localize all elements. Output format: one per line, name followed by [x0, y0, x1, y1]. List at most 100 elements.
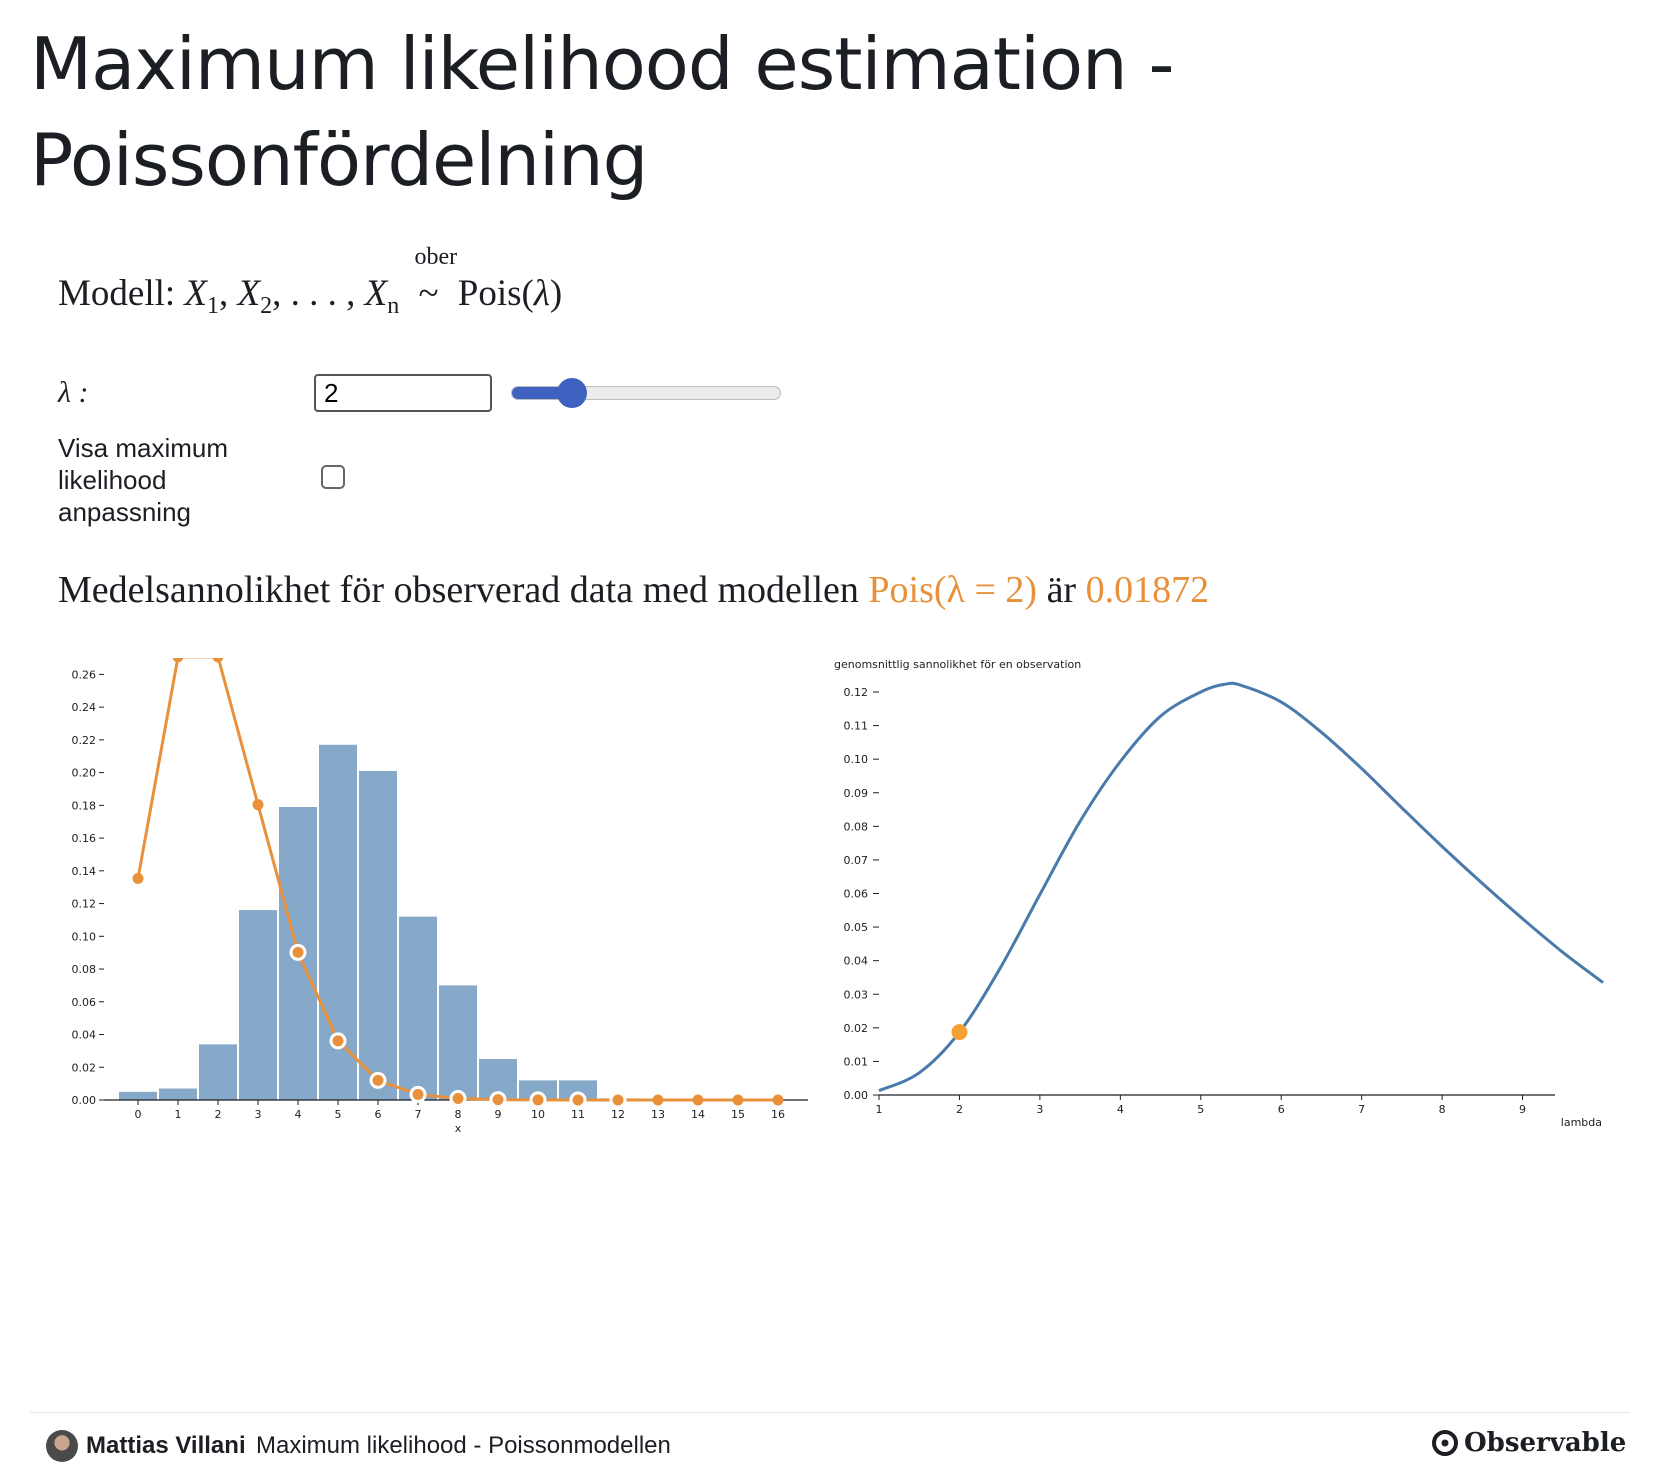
histogram-chart: 0.00 0.02 0.04 0.06 0.08 0.10 0.12 0.14 0.16 0.18…: [72, 658, 808, 1135]
y-tick-label: 0.16: [72, 832, 97, 845]
y-tick-label: 0.20: [72, 767, 97, 780]
histogram-bar: [199, 1044, 237, 1100]
footer-divider: [30, 1412, 1630, 1413]
x-tick-label: 9: [1519, 1103, 1526, 1116]
lambda-label: λ :: [58, 376, 89, 409]
summary-model: Pois(λ = 2): [868, 569, 1038, 611]
x-tick-label: 2: [215, 1108, 222, 1121]
y-tick-label: 0.14: [72, 865, 97, 878]
poisson-pmf-point: [489, 1091, 507, 1109]
poisson-pmf-point: [172, 658, 184, 663]
observable-logo[interactable]: Observable: [1432, 1428, 1626, 1458]
x-tick-label: 8: [455, 1108, 462, 1121]
iid-tilde: ober ~: [415, 244, 458, 315]
observable-brand: Observable: [1464, 1428, 1627, 1458]
y-tick-label: 0.02: [72, 1061, 97, 1074]
summary-prefix: Medelsannolikhet för observerad data med…: [58, 569, 859, 611]
summary-value: 0.01872: [1085, 569, 1210, 611]
x2-symbol: X: [237, 273, 261, 314]
chart-title: genomsnittlig sannolikhet för en observa…: [834, 658, 1081, 671]
histogram-bar: [119, 1091, 157, 1100]
current-lambda-marker: [951, 1024, 968, 1041]
y-tick-label: 0.00: [72, 1094, 97, 1107]
ober-label: ober: [414, 244, 458, 270]
x-tick-label: 11: [571, 1108, 585, 1121]
poisson-pmf-point: [409, 1085, 427, 1103]
poisson-pmf-point: [369, 1071, 387, 1089]
x-tick-label: 2: [956, 1103, 963, 1116]
y-tick-label: 0.06: [844, 888, 869, 901]
y-tick-label: 0.24: [72, 701, 97, 714]
x-tick-label: 0: [135, 1108, 142, 1121]
author-name[interactable]: Mattias Villani: [86, 1432, 246, 1459]
y-tick-label: 0.08: [72, 963, 97, 976]
mle-checkbox[interactable]: [321, 465, 345, 489]
poisson-pmf-point: [329, 1032, 347, 1050]
y-tick-label: 0.04: [72, 1029, 97, 1042]
x-tick-label: 1: [175, 1108, 182, 1121]
x-tick-label: 3: [255, 1108, 262, 1121]
poisson-pmf-point: [772, 1094, 784, 1106]
x-tick-label: 4: [1117, 1103, 1124, 1116]
page-title: Maximum likelihood estimation - Poissonf…: [30, 22, 1175, 202]
histogram-bar: [519, 1080, 557, 1100]
x-tick-label: 3: [1036, 1103, 1043, 1116]
poisson-pmf-point: [652, 1094, 664, 1106]
x2-subscript: 2: [260, 293, 273, 319]
likelihood-chart: genomsnittlig sannolikhet för en observa…: [834, 658, 1604, 1129]
slider-thumb[interactable]: [556, 378, 587, 408]
y-tick-label: 0.11: [844, 720, 869, 733]
y-tick-label: 0.10: [844, 753, 869, 766]
x-tick-label: 12: [611, 1108, 625, 1121]
histogram-bar: [559, 1080, 597, 1100]
x-tick-label: 6: [375, 1108, 382, 1121]
x-tick-label: 13: [651, 1108, 665, 1121]
poisson-pmf-point: [609, 1091, 627, 1109]
model-formula: Modell: X1, X2, . . . , Xn ober ~ Pois(λ): [58, 244, 563, 319]
x-tick-label: 7: [1358, 1103, 1365, 1116]
x1-symbol: X: [184, 273, 208, 314]
author-avatar[interactable]: [46, 1430, 78, 1462]
y-tick-label: 0.07: [844, 854, 869, 867]
lambda-slider[interactable]: [511, 378, 781, 408]
histogram-bar: [159, 1088, 197, 1100]
x1-subscript: 1: [207, 293, 220, 319]
y-tick-label: 0.18: [72, 799, 97, 812]
lambda-input[interactable]: [314, 374, 492, 412]
y-tick-label: 0.22: [72, 734, 97, 747]
y-tick-label: 0.04: [844, 955, 869, 968]
y-tick-label: 0.26: [72, 668, 97, 681]
xn-symbol: X: [364, 273, 388, 314]
ellipsis: , . . . ,: [272, 273, 356, 314]
likelihood-curve: [878, 681, 1604, 1093]
x-axis-label: x: [455, 1122, 462, 1135]
histogram-bar: [439, 985, 477, 1100]
dist-name: Pois(: [457, 273, 534, 314]
summary-middle: är: [1046, 569, 1077, 611]
poisson-pmf-point: [289, 943, 307, 961]
y-tick-label: 0.08: [844, 820, 869, 833]
x-tick-label: 1: [876, 1103, 883, 1116]
x-tick-label: 5: [1197, 1103, 1204, 1116]
x-tick-label: 15: [731, 1108, 745, 1121]
y-tick-label: 0.12: [844, 686, 869, 699]
tilde-symbol: ~: [418, 273, 439, 314]
histogram-bar: [359, 770, 397, 1100]
x-tick-label: 5: [335, 1108, 342, 1121]
poisson-pmf-point: [529, 1091, 547, 1109]
y-tick-label: 0.03: [844, 988, 869, 1001]
poisson-pmf-point: [692, 1094, 704, 1106]
poisson-pmf-point: [449, 1090, 467, 1108]
x-tick-label: 4: [295, 1108, 302, 1121]
y-tick-label: 0.00: [844, 1089, 869, 1102]
x-tick-label: 8: [1439, 1103, 1446, 1116]
x-axis-label: lambda: [1561, 1116, 1602, 1129]
x-tick-label: 16: [771, 1108, 785, 1121]
histogram-bar: [239, 910, 277, 1100]
model-label: Modell:: [58, 273, 176, 314]
x-tick-label: 9: [495, 1108, 502, 1121]
x-tick-label: 10: [531, 1108, 545, 1121]
x-tick-label: 6: [1278, 1103, 1285, 1116]
notebook-title[interactable]: Maximum likelihood - Poissonmodellen: [256, 1432, 671, 1459]
y-tick-label: 0.09: [844, 787, 869, 800]
